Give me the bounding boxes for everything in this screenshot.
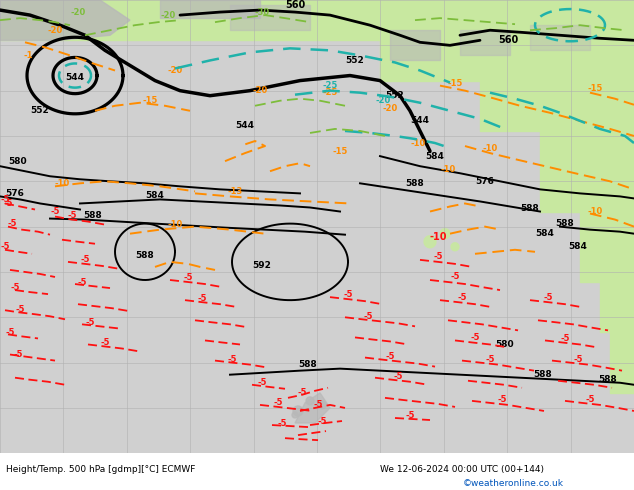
Polygon shape — [0, 0, 130, 40]
Text: 588: 588 — [299, 360, 318, 369]
Text: -5: -5 — [0, 195, 10, 204]
Text: 584: 584 — [569, 242, 588, 251]
Polygon shape — [292, 412, 298, 418]
Text: -5: -5 — [393, 372, 403, 381]
Text: 552: 552 — [346, 56, 365, 65]
Text: 560: 560 — [285, 0, 305, 10]
Text: 588: 588 — [534, 370, 552, 379]
Text: -5: -5 — [197, 294, 207, 303]
Polygon shape — [295, 393, 330, 423]
Text: -1: -1 — [23, 51, 33, 60]
Text: -15: -15 — [587, 84, 603, 93]
Text: -5: -5 — [313, 400, 323, 410]
Text: -10: -10 — [55, 179, 70, 188]
Text: 580: 580 — [8, 157, 27, 166]
Text: -5: -5 — [85, 318, 94, 327]
Polygon shape — [306, 397, 314, 405]
Text: -20: -20 — [167, 66, 183, 75]
Text: We 12-06-2024 00:00 UTC (00+144): We 12-06-2024 00:00 UTC (00+144) — [380, 465, 545, 474]
Text: -5: -5 — [560, 334, 570, 343]
Text: -5: -5 — [363, 312, 373, 321]
Text: 588: 588 — [406, 179, 424, 188]
Text: -5: -5 — [10, 283, 20, 292]
Text: -5: -5 — [277, 418, 287, 428]
Text: 588: 588 — [136, 251, 154, 260]
Text: -5: -5 — [5, 328, 15, 337]
Text: -5: -5 — [433, 252, 443, 261]
Text: -5: -5 — [450, 272, 460, 281]
Text: 544: 544 — [235, 122, 254, 130]
Text: -5: -5 — [81, 255, 90, 265]
Text: -10: -10 — [482, 144, 498, 152]
Text: -13: -13 — [228, 187, 243, 196]
Text: -30: -30 — [254, 7, 269, 17]
Text: -5: -5 — [67, 211, 77, 220]
Text: -5: -5 — [50, 207, 60, 216]
Text: 584: 584 — [536, 229, 555, 238]
Polygon shape — [318, 401, 326, 409]
Text: 544: 544 — [65, 73, 84, 82]
Text: 584: 584 — [425, 151, 444, 161]
Text: -5: -5 — [7, 219, 16, 228]
Text: -5: -5 — [405, 412, 415, 420]
Text: -5: -5 — [485, 355, 495, 364]
Text: ©weatheronline.co.uk: ©weatheronline.co.uk — [463, 479, 564, 488]
Text: -5: -5 — [3, 199, 13, 208]
Text: -5: -5 — [457, 293, 467, 302]
Text: -5: -5 — [470, 333, 480, 342]
Text: -5: -5 — [183, 273, 193, 283]
Text: -15: -15 — [448, 79, 463, 88]
Text: -5: -5 — [297, 388, 307, 397]
Text: 552: 552 — [385, 91, 404, 100]
Text: -20: -20 — [375, 96, 391, 105]
Text: -5: -5 — [227, 355, 236, 364]
Text: -5: -5 — [77, 277, 87, 287]
Text: -20: -20 — [160, 11, 176, 20]
Text: 584: 584 — [146, 191, 164, 200]
Polygon shape — [440, 229, 450, 239]
Text: -25: -25 — [322, 81, 338, 90]
Text: -5: -5 — [573, 355, 583, 364]
Text: -5: -5 — [385, 352, 395, 361]
Text: 560: 560 — [498, 35, 518, 45]
Text: 588: 588 — [521, 204, 540, 213]
Text: 576: 576 — [5, 189, 24, 198]
Text: 576: 576 — [476, 177, 495, 186]
Polygon shape — [451, 243, 459, 251]
Text: -5: -5 — [343, 290, 353, 298]
Text: 552: 552 — [30, 106, 49, 115]
Text: -15: -15 — [142, 96, 158, 105]
Text: 592: 592 — [252, 261, 271, 270]
Text: -10: -10 — [441, 165, 456, 174]
Text: -25: -25 — [322, 88, 338, 97]
Text: -10: -10 — [587, 207, 603, 216]
Text: -15: -15 — [332, 147, 347, 156]
Text: -10: -10 — [167, 220, 183, 229]
Text: -20: -20 — [252, 86, 268, 95]
Text: -10: -10 — [429, 232, 447, 242]
Text: -20: -20 — [70, 7, 86, 17]
Text: -20: -20 — [382, 104, 398, 113]
Text: -5: -5 — [0, 242, 10, 251]
Polygon shape — [293, 406, 303, 416]
Text: 588: 588 — [555, 219, 574, 228]
Text: -5: -5 — [543, 293, 553, 302]
Text: -5: -5 — [13, 350, 23, 359]
Text: 544: 544 — [410, 116, 429, 125]
Text: -5: -5 — [15, 305, 25, 314]
Text: -5: -5 — [585, 395, 595, 404]
Polygon shape — [424, 236, 436, 248]
Text: -5: -5 — [257, 378, 267, 387]
Text: -5: -5 — [317, 416, 327, 425]
Text: Height/Temp. 500 hPa [gdmp][°C] ECMWF: Height/Temp. 500 hPa [gdmp][°C] ECMWF — [6, 465, 196, 474]
Text: -5: -5 — [100, 338, 110, 347]
Text: -10: -10 — [410, 139, 425, 147]
Text: 588: 588 — [598, 375, 618, 384]
Text: -5: -5 — [497, 395, 507, 404]
Text: -20: -20 — [48, 25, 63, 35]
Text: 580: 580 — [496, 340, 514, 349]
Text: -5: -5 — [273, 398, 283, 407]
Text: 588: 588 — [84, 211, 102, 220]
